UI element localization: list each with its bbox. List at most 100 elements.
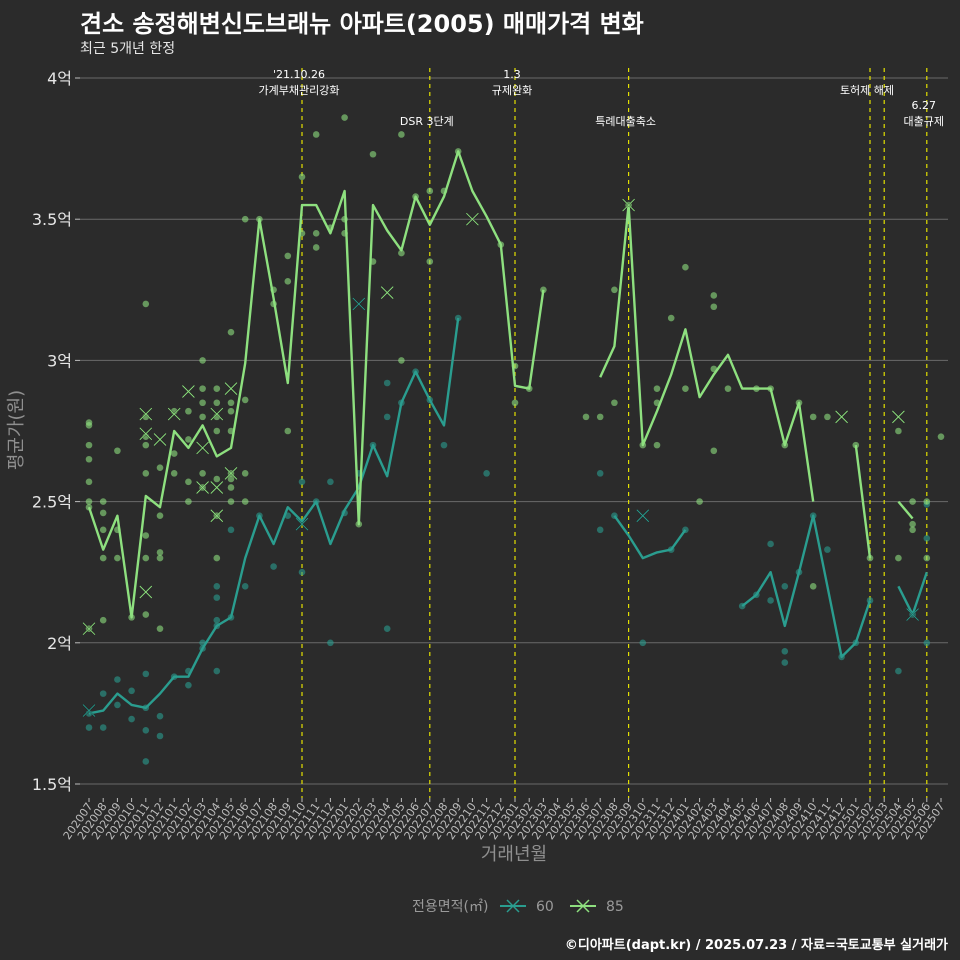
data-point-85 bbox=[653, 441, 661, 449]
data-point-85 bbox=[227, 328, 235, 336]
data-point-85 bbox=[667, 314, 675, 322]
data-point-85 bbox=[213, 475, 221, 483]
cross-marker-60 bbox=[82, 704, 96, 718]
series-line-60 bbox=[88, 317, 928, 715]
y-tick-label: 3.5억 bbox=[32, 210, 72, 229]
cross-marker-85 bbox=[139, 407, 153, 421]
data-point-85 bbox=[99, 526, 107, 534]
data-point-85 bbox=[99, 616, 107, 624]
y-tick-label: 4억 bbox=[47, 69, 72, 88]
data-point-85 bbox=[256, 215, 263, 223]
data-point-85 bbox=[639, 441, 647, 449]
data-point-85 bbox=[398, 131, 405, 138]
data-point-60 bbox=[142, 727, 150, 734]
cross-marker-85 bbox=[196, 441, 210, 455]
data-point-60 bbox=[824, 546, 831, 553]
data-point-85 bbox=[156, 554, 164, 562]
data-point-60 bbox=[213, 594, 221, 601]
data-point-85 bbox=[852, 441, 860, 449]
data-point-85 bbox=[114, 447, 121, 455]
legend-swatch-cross bbox=[506, 899, 520, 913]
data-point-85 bbox=[298, 173, 306, 181]
data-point-85 bbox=[85, 478, 93, 486]
source-credit: ©디아파트(dapt.kr) / 2025.07.23 / 자료=국토교통부 실… bbox=[564, 938, 948, 953]
data-point-85 bbox=[185, 498, 192, 505]
data-point-85 bbox=[227, 427, 235, 435]
data-point-85 bbox=[199, 470, 206, 477]
data-point-60 bbox=[383, 413, 391, 421]
data-point-60 bbox=[327, 478, 334, 486]
data-point-85 bbox=[284, 427, 292, 435]
data-point-85 bbox=[227, 484, 235, 491]
data-point-60 bbox=[241, 583, 249, 590]
data-point-85 bbox=[99, 498, 107, 505]
data-point-85 bbox=[724, 385, 732, 392]
data-point-60 bbox=[596, 470, 604, 477]
data-point-85 bbox=[653, 399, 661, 407]
data-point-85 bbox=[213, 385, 221, 392]
data-point-85 bbox=[895, 554, 902, 562]
cross-marker-60 bbox=[906, 608, 920, 622]
data-point-60 bbox=[156, 712, 164, 720]
data-point-60 bbox=[213, 583, 221, 590]
policy-lines bbox=[301, 68, 928, 798]
data-point-60 bbox=[185, 681, 192, 689]
cross-marker-85 bbox=[210, 509, 224, 523]
y-axis-title: 평균가(원) bbox=[6, 390, 27, 470]
data-point-85 bbox=[866, 554, 874, 562]
data-point-60 bbox=[781, 659, 789, 666]
legend-label: 85 bbox=[606, 899, 624, 915]
data-point-85 bbox=[611, 399, 618, 407]
cross-marker-85 bbox=[139, 427, 153, 441]
data-point-60 bbox=[923, 639, 931, 647]
data-point-85 bbox=[227, 399, 235, 407]
cross-marker-85 bbox=[82, 622, 96, 636]
data-point-60 bbox=[596, 526, 604, 534]
data-point-60 bbox=[298, 478, 306, 486]
data-point-85 bbox=[213, 554, 221, 562]
data-point-85 bbox=[170, 450, 178, 457]
data-point-60 bbox=[85, 724, 93, 731]
policy-annotation: 규제완화 bbox=[492, 84, 532, 97]
data-point-85 bbox=[795, 399, 803, 407]
cross-marker-85 bbox=[210, 407, 224, 421]
data-point-60 bbox=[213, 667, 221, 675]
cross-marker-85 bbox=[210, 480, 224, 494]
policy-annotation: DSR 3단계 bbox=[400, 115, 454, 128]
data-point-85 bbox=[156, 549, 164, 556]
data-point-85 bbox=[99, 509, 107, 517]
data-point-60 bbox=[781, 647, 789, 655]
data-point-60 bbox=[213, 616, 221, 624]
data-point-85 bbox=[341, 215, 348, 223]
policy-annotation: 토허제 해제 bbox=[840, 83, 894, 97]
data-point-85 bbox=[227, 475, 235, 483]
data-point-60 bbox=[128, 715, 135, 723]
data-point-60 bbox=[298, 568, 306, 576]
data-point-85 bbox=[199, 385, 206, 392]
legend-swatch-cross bbox=[576, 899, 590, 913]
data-point-60 bbox=[114, 701, 121, 709]
data-point-85 bbox=[185, 478, 192, 486]
data-point-85 bbox=[596, 413, 604, 421]
data-point-85 bbox=[710, 303, 718, 311]
data-point-85 bbox=[312, 230, 320, 237]
y-tick-label: 3억 bbox=[47, 351, 72, 370]
data-point-85 bbox=[909, 520, 916, 528]
legend-title: 전용면적(㎡) bbox=[412, 899, 488, 915]
policy-annotation: 특례대출축소 bbox=[595, 115, 656, 128]
cross-marker-85 bbox=[196, 480, 210, 494]
data-point-85 bbox=[398, 249, 405, 257]
chart-title: 견소 송정해변신도브래뉴 아파트(2005) 매매가격 변화 bbox=[80, 10, 644, 38]
data-point-85 bbox=[142, 300, 150, 308]
cross-marker-85 bbox=[181, 384, 195, 398]
data-point-60 bbox=[114, 676, 121, 683]
data-point-85 bbox=[923, 554, 931, 562]
y-axis-ticks: 1.5억 2억 2.5억 3억 3.5억 4억 bbox=[32, 69, 80, 794]
data-point-60 bbox=[142, 670, 150, 678]
data-point-60 bbox=[895, 667, 902, 675]
data-point-60 bbox=[383, 625, 391, 632]
data-point-60 bbox=[781, 583, 789, 590]
data-point-85 bbox=[682, 385, 689, 392]
policy-annotation: 1.3 bbox=[503, 68, 521, 81]
data-point-85 bbox=[341, 114, 348, 121]
